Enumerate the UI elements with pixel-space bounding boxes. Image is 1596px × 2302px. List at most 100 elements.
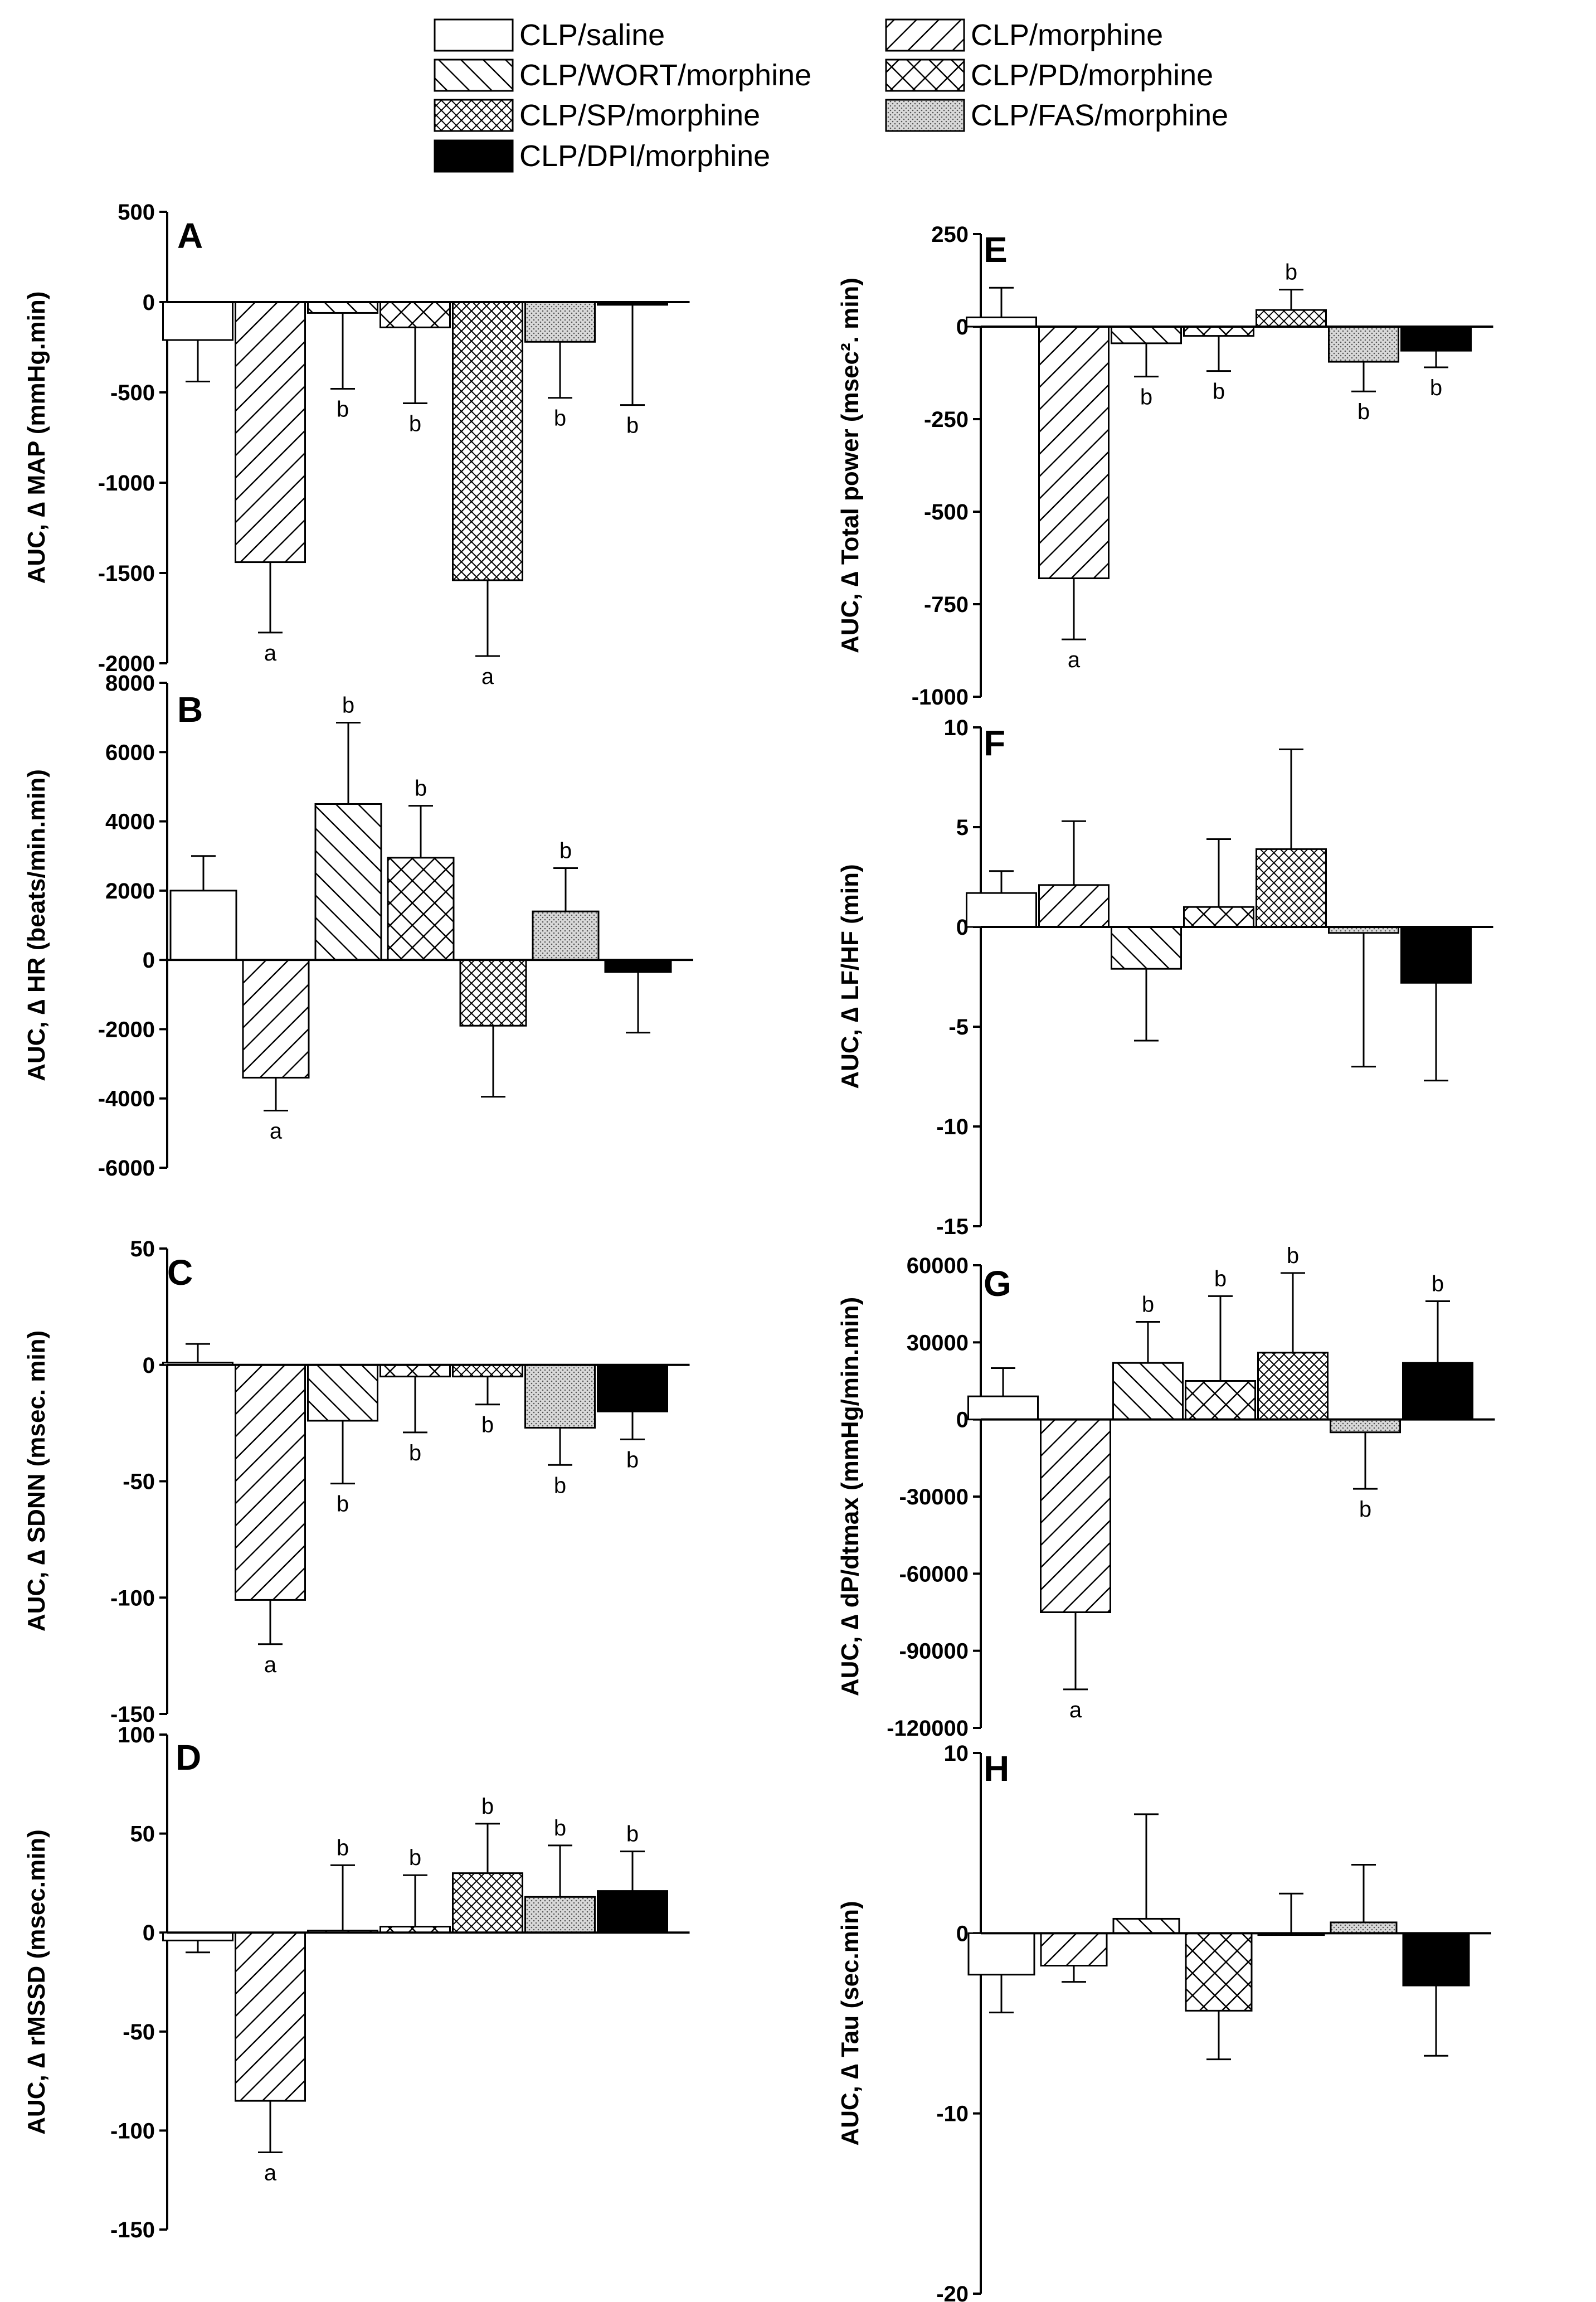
panel-b: 8000 6000 4000 2000 0 -2000 -4000 -6000 a b b b B AUC… <box>23 671 693 1181</box>
y-tick-label: -100 <box>110 1586 155 1610</box>
legend-label: CLP/DPI/morphine <box>519 139 770 173</box>
y-tick-label: -1000 <box>912 685 969 710</box>
y-tick-label: -150 <box>110 1702 155 1727</box>
bar-2 <box>242 959 310 1079</box>
y-tick-label: 4000 <box>105 810 155 834</box>
bar-5 <box>1257 1352 1329 1421</box>
y-tick-label: -1000 <box>98 471 155 496</box>
y-tick-label: -100 <box>110 2119 155 2143</box>
legend-swatch <box>885 59 965 92</box>
legend-swatch <box>434 59 514 92</box>
bar-7 <box>597 1890 668 1934</box>
bar-3 <box>1111 326 1182 344</box>
y-tick-label: 100 <box>118 1723 155 1747</box>
significance-label: b <box>1142 1292 1154 1317</box>
legend-swatch <box>434 18 514 52</box>
y-axis-label: AUC, ∆ dP/dtmax (mmHg/min.min) <box>836 1297 864 1696</box>
significance-label: b <box>1430 376 1442 400</box>
significance-label: b <box>626 414 639 438</box>
bar-5 <box>1256 309 1327 328</box>
y-tick-label: 10 <box>944 716 969 740</box>
y-axis-label: AUC, ∆ LF/HF (min) <box>836 864 864 1089</box>
panel-letter: G <box>984 1264 1011 1304</box>
bar-7 <box>604 959 672 973</box>
significance-label: b <box>1287 1244 1299 1268</box>
y-tick-label: -20 <box>936 2282 969 2302</box>
panel-letter: E <box>984 230 1008 270</box>
bar-1 <box>967 1395 1039 1421</box>
significance-label: a <box>270 1119 283 1143</box>
bar-4 <box>1185 1932 1253 2012</box>
panel-h: 10 0 -10 -20 H AUC, ∆ Tau (sec.min) <box>836 1741 1491 2302</box>
bar-1 <box>967 1932 1035 1976</box>
bar-2 <box>1038 884 1110 928</box>
y-tick-label: 0 <box>143 1353 155 1378</box>
bar-6 <box>1330 1921 1398 1934</box>
significance-label: b <box>1285 260 1297 285</box>
panel-a: 500 0 -500 -1000 -1500 -2000 a b b a b b A AUC, ∆ MAP… <box>23 200 690 689</box>
significance-label: b <box>409 411 421 436</box>
bar-3 <box>1112 1917 1180 1934</box>
legend-label: CLP/WORT/morphine <box>519 59 811 92</box>
bar-4 <box>379 1364 451 1378</box>
significance-label: b <box>554 1473 566 1498</box>
panel-d: 100 50 0 -50 -100 -150 a b b b b b D AUC, ∆ rMSSD (ms… <box>23 1723 690 2242</box>
y-tick-label: 0 <box>143 290 155 315</box>
y-tick-label: -500 <box>110 381 155 405</box>
bar-5 <box>452 1364 523 1378</box>
legend-label: CLP/SP/morphine <box>519 99 760 132</box>
significance-label: a <box>481 664 494 689</box>
panel-letter: D <box>176 1737 201 1778</box>
bar-7 <box>1402 1362 1473 1421</box>
bar-1 <box>966 892 1037 928</box>
bar-4 <box>387 857 455 961</box>
significance-label: b <box>342 693 354 717</box>
significance-label: b <box>626 1448 639 1472</box>
bar-4 <box>1183 906 1254 928</box>
bar-6 <box>1328 326 1399 363</box>
y-tick-label: -2000 <box>98 652 155 676</box>
y-tick-label: 250 <box>931 222 969 247</box>
bar-1 <box>162 1931 233 1941</box>
y-axis-label: AUC, ∆ SDNN (msec. min) <box>23 1330 50 1631</box>
bar-3 <box>307 1364 378 1422</box>
legend-label: CLP/PD/morphine <box>971 59 1213 92</box>
bar-5 <box>1256 848 1327 928</box>
bar-2 <box>1040 1932 1108 1967</box>
bar-7 <box>1400 926 1472 984</box>
bar-4 <box>379 301 451 328</box>
bar-7 <box>1400 326 1472 352</box>
legend-label: CLP/FAS/morphine <box>971 99 1228 132</box>
bar-4 <box>1183 326 1254 337</box>
legend-label: CLP/morphine <box>971 18 1163 52</box>
bar-3 <box>1111 926 1182 970</box>
y-tick-label: 50 <box>130 1237 155 1261</box>
y-tick-label: -10 <box>936 2102 969 2126</box>
y-axis-label: AUC, ∆ rMSSD (msec.min) <box>23 1829 50 2135</box>
y-axis-label: AUC, ∆ HR (beats/min.min) <box>23 769 50 1081</box>
y-tick-label: -750 <box>924 593 969 617</box>
y-tick-label: -30000 <box>899 1485 969 1509</box>
bar-6 <box>524 1896 596 1934</box>
bar-7 <box>597 1364 668 1412</box>
panel-c: 50 0 -50 -100 -150 a b b b b b C AUC, ∆ SDNN (msec. … <box>23 1237 690 1727</box>
bar-2 <box>235 1364 306 1601</box>
y-tick-label: -2000 <box>98 1017 155 1042</box>
bar-5 <box>452 1872 523 1934</box>
y-tick-label: -1500 <box>98 561 155 586</box>
panel-letter: F <box>984 723 1005 763</box>
y-tick-label: -250 <box>924 407 969 432</box>
significance-label: a <box>264 2160 277 2185</box>
significance-label: b <box>337 1835 349 1860</box>
y-tick-label: 0 <box>956 915 969 940</box>
bar-6 <box>524 1364 596 1429</box>
panel-letter: C <box>167 1252 193 1293</box>
y-tick-label: 0 <box>956 1408 969 1432</box>
significance-label: b <box>481 1794 494 1819</box>
bar-4 <box>1185 1380 1256 1421</box>
y-tick-label: 5 <box>956 815 969 840</box>
bar-3 <box>307 301 378 314</box>
significance-label: b <box>481 1413 494 1437</box>
significance-label: b <box>1357 400 1370 424</box>
significance-label: b <box>554 406 566 431</box>
